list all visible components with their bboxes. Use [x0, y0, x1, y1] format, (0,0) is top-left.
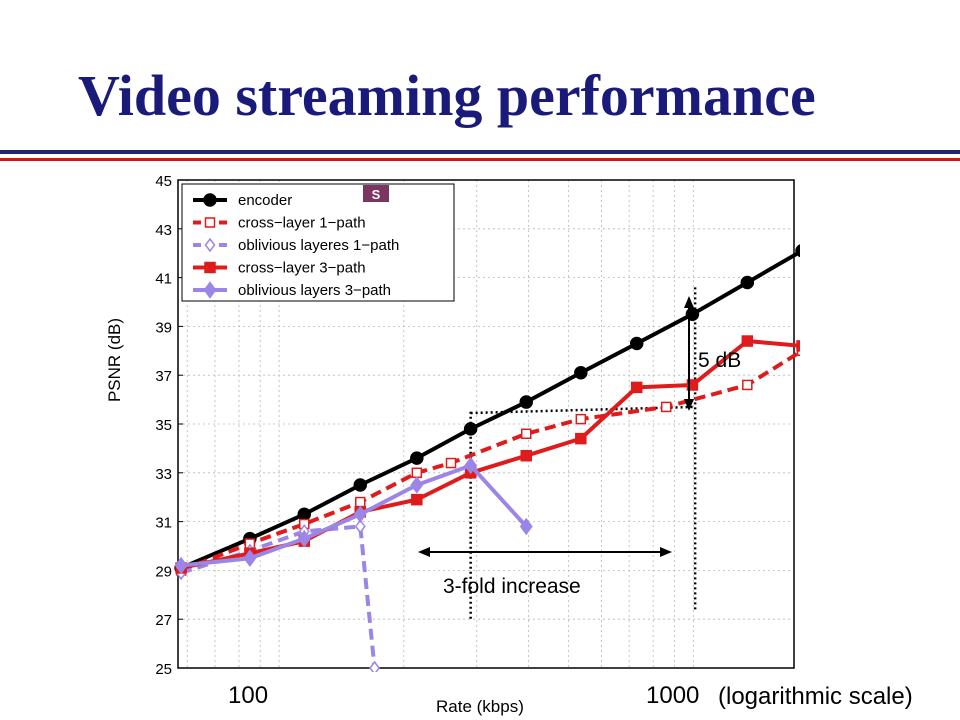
y-tick-label: 45	[155, 173, 172, 190]
data-point-0-3	[353, 478, 368, 492]
x-axis-label: Rate (kbps)	[436, 697, 524, 716]
annotation-3-fold: 3-fold increase	[443, 575, 581, 598]
legend-marker	[204, 261, 216, 274]
annotations: 5 dB 3-fold increase	[418, 296, 741, 598]
series-layer	[174, 212, 923, 672]
legend-entry: cross−layer 1−path	[238, 215, 366, 232]
data-point-4-0	[174, 556, 188, 575]
vertical-arrow-head-bottom	[684, 399, 694, 411]
series-4	[174, 456, 533, 575]
data-point-3-10	[741, 335, 754, 347]
data-point-1-6	[520, 428, 532, 440]
data-point-1-5	[445, 457, 457, 469]
legend-entry: cross−layer 3−path	[238, 260, 366, 277]
legend-marker	[203, 281, 217, 299]
annotation-5db: 5 dB	[698, 349, 741, 372]
data-point-0-8	[629, 336, 644, 351]
data-point-0-7	[574, 366, 588, 380]
legend-marker	[203, 193, 217, 207]
data-point-1-4	[411, 467, 423, 479]
horizontal-arrow-head-left	[418, 547, 430, 557]
legend-entry: encoder	[238, 192, 292, 209]
data-point-4-6	[519, 517, 533, 536]
data-point-0-10	[740, 275, 755, 290]
data-point-4-3	[353, 505, 367, 524]
data-point-3-6	[520, 449, 532, 462]
legend-badge	[363, 185, 389, 202]
title-rule-red	[0, 158, 960, 161]
y-axis-label: PSNR (dB)	[105, 317, 124, 403]
data-point-0-4	[410, 451, 424, 465]
data-point-4-2	[297, 529, 311, 548]
data-point-4-4	[410, 476, 424, 494]
legend-box	[181, 183, 455, 302]
y-tick-label: 39	[155, 319, 172, 336]
data-point-3-7	[575, 432, 587, 445]
y-tick-label: 41	[155, 271, 172, 288]
data-point-3-4	[411, 493, 423, 506]
legend-entry: oblivious layers 3−path	[238, 282, 391, 299]
legend-marker	[204, 217, 216, 228]
legend-entry: oblivious layeres 1−path	[238, 237, 399, 254]
log-scale-note: (logarithmic scale)	[718, 683, 913, 710]
annotation-guides	[469, 287, 697, 620]
legend: encoder cross−layer 1−path oblivious layer…	[181, 183, 455, 302]
legend-badge-text: S	[372, 187, 381, 202]
y-tick-label: 33	[155, 466, 172, 483]
data-point-2-4	[369, 660, 381, 672]
data-point-3-12	[853, 390, 863, 400]
data-point-3-11	[796, 340, 800, 352]
data-point-3-8	[630, 381, 643, 394]
slide-title: Video streaming performance	[78, 63, 816, 128]
title-rule-blue	[0, 150, 960, 154]
data-point-1-11	[854, 329, 863, 338]
data-point-4-5	[464, 456, 478, 475]
vertical-arrow-head-top	[684, 296, 694, 308]
y-tick-label: 43	[155, 222, 172, 239]
y-tick-label: 31	[155, 515, 172, 532]
data-point-1-3	[355, 496, 366, 508]
data-point-3-9	[686, 379, 699, 391]
y-tick-label: 27	[155, 612, 172, 629]
y-tick-label: 29	[155, 563, 172, 580]
data-point-0-2	[297, 507, 312, 522]
data-point-1-8	[660, 401, 672, 413]
data-point-0-5	[463, 422, 478, 436]
data-point-0-12	[854, 212, 863, 221]
data-point-0-6	[519, 395, 533, 409]
legend-marker	[204, 237, 216, 253]
data-point-0-11	[795, 244, 800, 258]
x-tick-label-100: 100	[228, 682, 269, 709]
data-point-1-7	[575, 413, 587, 425]
y-tick-label: 35	[155, 417, 172, 434]
y-tick-label: 37	[155, 368, 172, 385]
y-tick-label: 25	[155, 661, 172, 678]
x-tick-label-1000: 1000	[646, 682, 700, 709]
data-point-4-1	[243, 549, 257, 567]
data-point-1-9	[742, 379, 753, 391]
data-point-2-3	[354, 519, 366, 534]
data-point-1-12	[914, 317, 923, 326]
horizontal-arrow-head-right	[660, 547, 672, 557]
